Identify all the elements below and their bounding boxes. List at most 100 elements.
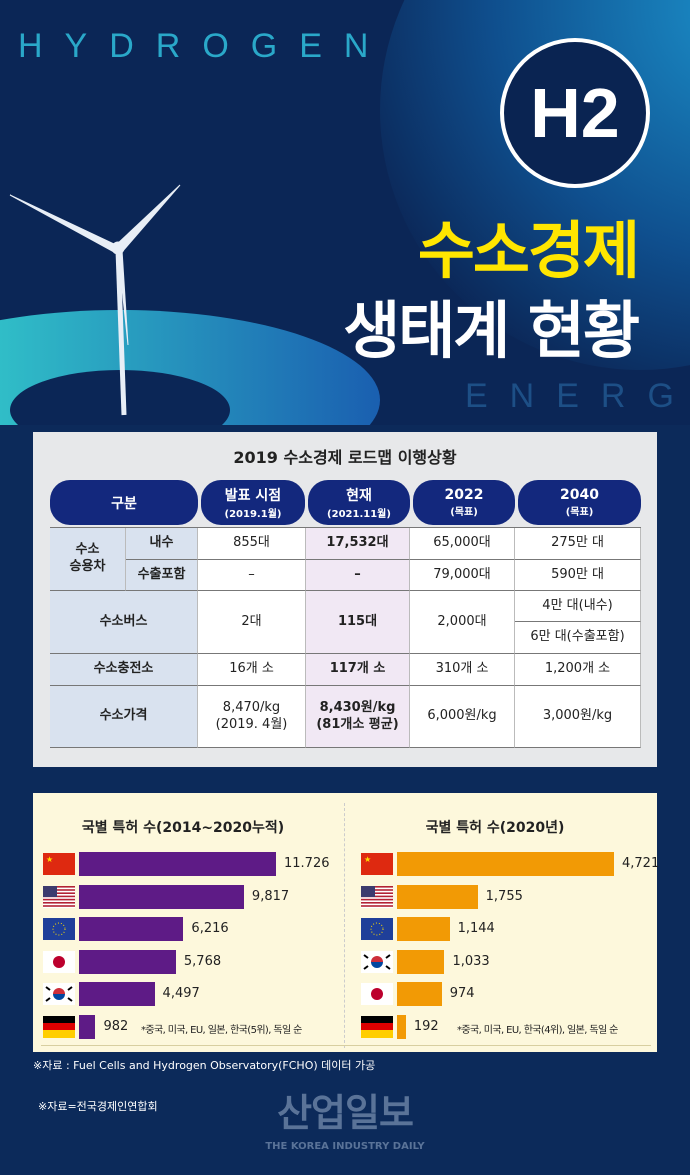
ranking-note: *중국, 미국, EU, 한국(4위), 일본, 독일 순	[457, 1025, 618, 1036]
header-label: 발표 시점	[224, 488, 282, 504]
table-title: 2019 수소경제 로드맵 이행상황	[233, 448, 457, 467]
header-2022: 2022 (목표)	[413, 480, 515, 525]
table-cell: 17,532대	[306, 528, 410, 560]
bar-germany	[397, 1014, 406, 1039]
header-category: 구분	[50, 480, 198, 525]
header-sub: (목표)	[450, 507, 478, 518]
table-cell: 16개 소	[198, 654, 306, 686]
eu-flag-icon	[43, 918, 75, 940]
chart-title: 국별 특허 수(2014~2020누적)	[81, 820, 285, 836]
table-cell: 2대	[198, 591, 306, 654]
row-label: 내수	[126, 528, 198, 560]
table-cell: –	[306, 560, 410, 591]
usa-flag-icon	[43, 885, 75, 908]
bar-usa	[397, 884, 478, 909]
logo: 산업일보	[277, 1091, 414, 1135]
svg-text:★: ★	[46, 855, 53, 864]
row-label: 수소버스	[50, 591, 198, 654]
bar-value-label: 4,721	[622, 856, 660, 871]
header-label: 현재	[346, 488, 372, 504]
bar-korea	[397, 949, 445, 974]
korea-flag-icon	[361, 950, 393, 973]
ranking-note: *중국, 미국, EU, 일본, 한국(5위), 독일 순	[141, 1025, 302, 1036]
row-label: 수소가격	[50, 686, 198, 748]
table-cell: 65,000대	[410, 528, 515, 560]
table-cell: 6만 대(수출포함)	[515, 622, 641, 654]
header-label: 구분	[111, 495, 137, 512]
germany-flag-icon	[43, 1015, 75, 1038]
wind-turbine-icon	[9, 184, 181, 416]
header-sub: (2021.11월)	[327, 509, 391, 520]
bar-value-label: 11.726	[284, 856, 330, 871]
title-line2: 생태계 현황	[343, 294, 640, 367]
hero-banner: HYDROGEN ENERGY H2 수소경제 생태계 현황	[0, 0, 690, 425]
roadmap-table-panel: 2019 수소경제 로드맵 이행상황 구분 발표 시점 (2019.1월) 현재 (…	[33, 432, 657, 767]
svg-text:★: ★	[364, 855, 371, 864]
japan-flag-icon	[43, 950, 75, 973]
korea-flag-icon	[43, 983, 75, 1005]
chart-title: 국별 특허 수(2020년)	[425, 820, 565, 836]
bar-value-label: 1,144	[457, 921, 495, 936]
patent-charts-panel: 국별 특허 수(2014~2020누적) ★ 11.726 9,817 6,216 5,7…	[33, 793, 660, 1052]
header-current: 현재 (2021.11월)	[308, 480, 410, 525]
table-cell: 6,000원/kg	[410, 686, 515, 748]
bar-eu	[79, 917, 184, 941]
baseline	[41, 1045, 651, 1046]
energy-word: ENERGY	[465, 377, 690, 415]
table-cell: 117개 소	[306, 654, 410, 686]
table-cell: 310개 소	[410, 654, 515, 686]
header-announce: 발표 시점 (2019.1월)	[201, 480, 305, 525]
bar-eu	[397, 917, 450, 941]
source-fki: ※자료=전국경제인연합회	[38, 1100, 158, 1113]
row-group-label: 수소 승용차	[50, 528, 126, 591]
bar-value-label: 982	[103, 1018, 129, 1034]
table-cell: 590만 대	[515, 560, 641, 591]
bar-germany	[79, 1014, 96, 1039]
table-cell: 855대	[198, 528, 306, 560]
row-label: 수출포함	[126, 560, 198, 591]
bar-value-label: 9,817	[251, 888, 290, 904]
bar-value-label: 5,768	[183, 953, 222, 969]
bar-china	[79, 852, 276, 876]
bar-value-label: 192	[413, 1018, 439, 1034]
table-cell: 1,200개 소	[515, 654, 641, 686]
table-cell: 8,470/kg (2019. 4월)	[198, 686, 306, 748]
table-cell: 3,000원/kg	[515, 686, 641, 748]
table-cell: 79,000대	[410, 560, 515, 591]
h2-badge: H2	[500, 38, 650, 188]
germany-flag-icon	[361, 1015, 393, 1038]
china-flag-icon: ★	[361, 853, 393, 875]
china-flag-icon: ★	[43, 853, 75, 875]
japan-flag-icon	[361, 983, 393, 1005]
chart-cumulative: 국별 특허 수(2014~2020누적) ★ 11.726 9,817 6,216 5,7…	[33, 793, 345, 1052]
header-sub: (2019.1월)	[224, 509, 282, 520]
bar-value-label: 4,497	[162, 986, 200, 1001]
title-line1: 수소경제	[417, 214, 640, 287]
divider	[344, 803, 345, 1048]
header-label: 2022	[444, 487, 484, 503]
table-cell: 4만 대(내수)	[515, 591, 641, 622]
bar-value-label: 1,755	[485, 888, 523, 904]
bar-korea	[79, 982, 155, 1006]
hydrogen-word: HYDROGEN	[18, 27, 391, 65]
header-label: 2040	[560, 487, 599, 503]
usa-flag-icon	[361, 885, 393, 908]
eu-flag-icon	[361, 918, 393, 940]
table-cell: 2,000대	[410, 591, 515, 654]
bar-china	[397, 852, 614, 876]
header-sub: (목표)	[565, 507, 594, 518]
bar-value-label: 6,216	[191, 921, 229, 936]
table-cell: 275만 대	[515, 528, 641, 560]
table-cell: 8,430원/kg (81개소 평균)	[306, 686, 410, 748]
header-2040: 2040 (목표)	[518, 480, 641, 525]
bar-japan	[397, 982, 442, 1006]
table-body: 수소 승용차 내수 855대 17,532대 65,000대 275만 대 수출포함 – –79…	[50, 527, 641, 748]
chart-2020: 국별 특허 수(2020년) ★ 4,721 1,755 1,144 1,033 974 19…	[345, 793, 660, 1052]
logo-subtitle: THE KOREA INDUSTRY DAILY	[265, 1141, 425, 1152]
bar-japan	[79, 949, 176, 974]
table-cell: –	[198, 560, 306, 591]
row-label: 수소충전소	[50, 654, 198, 686]
source-fcho: ※자료 : Fuel Cells and Hydrogen Observator…	[33, 1059, 376, 1072]
bar-usa	[79, 884, 244, 909]
bar-value-label: 1,033	[452, 953, 490, 969]
